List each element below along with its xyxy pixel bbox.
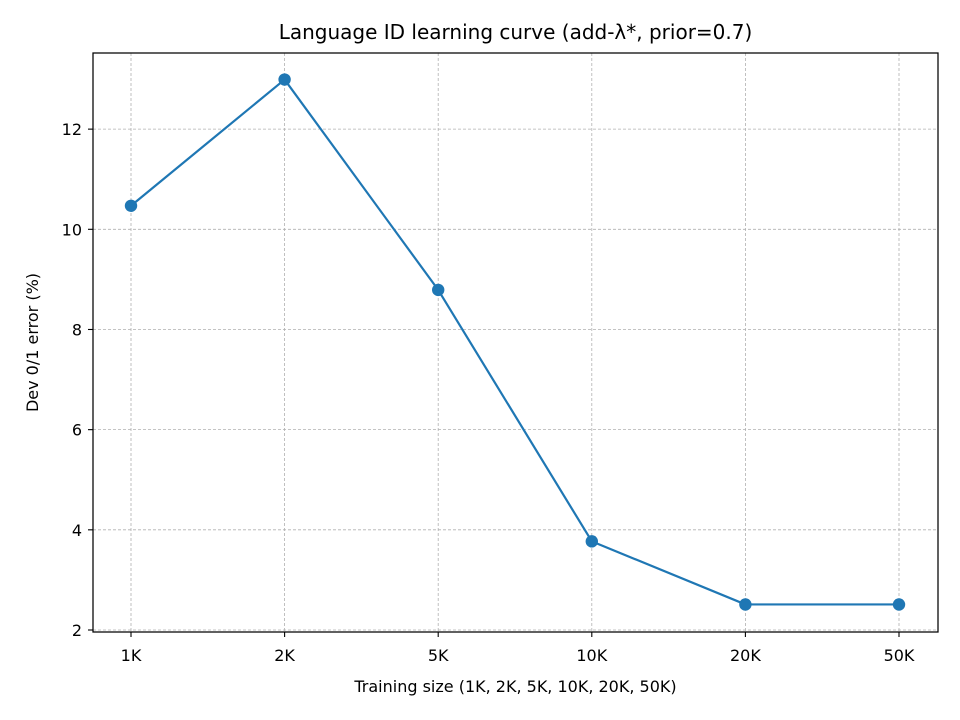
y-axis-label: Dev 0/1 error (%) [23,273,42,412]
data-point [892,598,906,611]
plot-frame [92,52,939,633]
data-point [278,73,291,86]
y-tick-label: 4 [72,521,82,540]
x-tick-label: 20K [730,646,761,665]
data-point [585,535,598,548]
chart-title: Language ID learning curve (add-λ*, prio… [279,20,753,44]
series-layer [124,73,906,611]
y-tick-label: 6 [72,421,82,440]
x-tick-label: 5K [428,646,449,665]
data-point [739,598,752,611]
y-tick-label: 12 [62,120,82,139]
y-tick-label: 2 [72,621,82,640]
x-tick-label: 10K [576,646,607,665]
axes: 1K 2K 5K 10K 20K 50K 2 4 6 8 10 12 [62,120,915,665]
x-tick-label: 50K [884,646,915,665]
y-tick-label: 8 [72,320,82,339]
data-point [432,283,445,297]
data-point [124,199,138,212]
y-tick-label: 10 [62,220,82,239]
x-axis-label: Training size (1K, 2K, 5K, 10K, 20K, 50K… [353,677,676,696]
x-tick-label: 2K [274,646,295,665]
series-line [130,78,899,606]
x-tick-label: 1K [121,646,142,665]
